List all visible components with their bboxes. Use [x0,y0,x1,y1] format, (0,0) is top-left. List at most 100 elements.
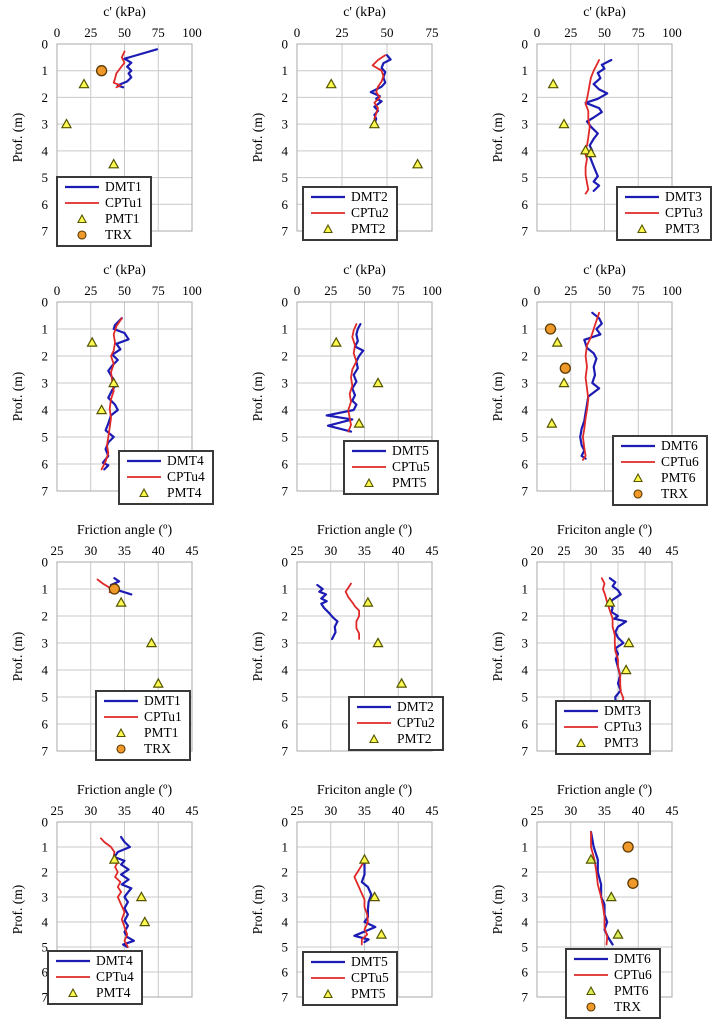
y-tick-label: 0 [42,295,49,310]
legend-item-DMT5: DMT5 [308,954,389,970]
y-tick-label: 3 [522,376,529,391]
y-tick-label: 1 [282,582,289,597]
legend-line-swatch [621,461,655,463]
triangle-icon [68,987,78,998]
triangle-marker [620,664,632,675]
legend-item-CPTu6: CPTu6 [571,967,652,983]
y-tick-label: 6 [522,965,529,980]
x-tick-label: 75 [152,25,165,40]
series-markers-TRX [622,841,639,889]
legend-fa-3: DMT3 CPTu3 PMT3 [555,700,651,755]
y-axis-label: Prof. (m) [250,113,265,163]
y-tick-label: 7 [42,990,49,1005]
x-tick-label: 25 [336,25,349,40]
triangle-marker [605,891,617,902]
legend-item-CPTu3: CPTu3 [622,205,703,221]
circle-marker [108,583,121,595]
triangle-marker [368,118,381,129]
legend-line-swatch [311,977,345,979]
x-tick-label: 75 [152,283,165,298]
y-tick-label: 6 [522,717,529,732]
legend-item-PMT3: PMT3 [622,221,703,237]
y-tick-label: 3 [282,117,289,132]
legend-item-CPTu1: CPTu1 [101,709,182,725]
x-tick-label: 50 [118,25,131,40]
y-tick-label: 4 [282,143,289,158]
legend-label: DMT5 [351,954,388,969]
circle-marker [627,877,639,889]
chart-fa-1: Friction angle (º) 25 30 35 40 45 0 1 2 3 4 5 6 7 Prof… [0,518,240,778]
legend-label: DMT4 [96,953,133,968]
legend-line-swatch [574,974,608,976]
y-tick-label: 6 [282,457,289,472]
x-tick-label: 45 [186,803,199,818]
legend-label: DMT3 [604,703,641,718]
y-tick-label: 7 [522,224,529,239]
legend-item-DMT2: DMT2 [354,699,435,715]
legend-line-swatch [104,699,138,703]
chart-title: Friction angle (º) [77,523,173,538]
series-line-CPTu6 [582,311,600,461]
triangle-marker [95,404,108,415]
legend-item-PMT5: PMT5 [349,475,430,491]
legend-line-swatch [625,212,659,214]
y-tick-label: 7 [282,224,289,239]
legend-item-PMT4: PMT4 [124,485,205,501]
legend-item-DMT2: DMT2 [308,189,389,205]
triangle-marker [372,637,384,648]
triangle-marker [152,677,164,688]
chart-fa-3: Friciton angle (º) 20 25 30 35 40 45 0 1 2 3 4 5 6 7 Pr… [480,518,721,778]
series-markers-TRX [95,65,108,77]
y-tick-label: 1 [282,840,289,855]
legend-item-TRX: TRX [618,486,699,502]
y-tick-label: 5 [282,940,289,955]
y-tick-label: 0 [282,295,289,310]
y-axis-label: Prof. (m) [10,885,25,935]
y-tick-label: 6 [282,197,289,212]
x-tick-label: 45 [186,543,199,558]
y-tick-label: 0 [42,815,49,830]
y-tick-label: 1 [522,582,529,597]
triangle-marker [623,637,635,648]
series-markers-PMT1 [60,78,120,169]
y-tick-label: 2 [42,349,49,364]
legend-item-PMT1: PMT1 [101,725,182,741]
y-tick-label: 2 [42,609,49,624]
y-tick-label: 3 [42,376,49,391]
plot-border [296,561,433,752]
legend-label: DMT1 [105,179,142,194]
legend-circle-icon [586,1002,596,1012]
y-tick-label: 0 [522,815,529,830]
chart-title: c' (kPa) [583,5,626,20]
triangle-icon [576,737,586,748]
y-tick-label: 4 [42,663,49,678]
triangle-marker [551,336,563,347]
legend-item-CPTu1: CPTu1 [62,195,143,211]
y-tick-label: 7 [282,484,289,499]
series-line-DMT6 [589,830,614,946]
legend-c-2: DMT2 CPTu2 PMT2 [302,186,398,241]
y-axis-label: Prof. (m) [250,372,265,422]
y-tick-label: 4 [282,915,289,930]
legend-label: TRX [614,999,641,1014]
y-tick-label: 4 [42,915,49,930]
plot-fa-3: Friciton angle (º)20 25 30 35 40 4501234567Pr… [490,523,679,759]
legend-fa-1: DMT1 CPTu1 PMT1 TRX [95,690,191,761]
chart-title: c' (kPa) [343,263,386,278]
legend-item-TRX: TRX [101,741,182,757]
x-tick-label: 0 [54,283,61,298]
legend-label: CPTu5 [392,459,430,474]
legend-label: PMT5 [351,986,386,1001]
legend-fa-2: DMT2 CPTu2 PMT2 [348,696,444,751]
legend-label: PMT3 [665,221,700,236]
legend-label: PMT2 [397,731,432,746]
triangle-icon [323,988,333,999]
legend-label: PMT6 [661,470,696,485]
legend-label: PMT2 [351,221,386,236]
triangle-marker [579,144,592,155]
y-axis-label: Prof. (m) [250,632,265,682]
triangle-icon [139,487,149,498]
plot-c-3: c' (kPa) 0 25 50 75 100 0 1 2 3 4 5 6 7 Prof. (m) [490,5,682,239]
y-tick-label: 5 [522,170,529,185]
